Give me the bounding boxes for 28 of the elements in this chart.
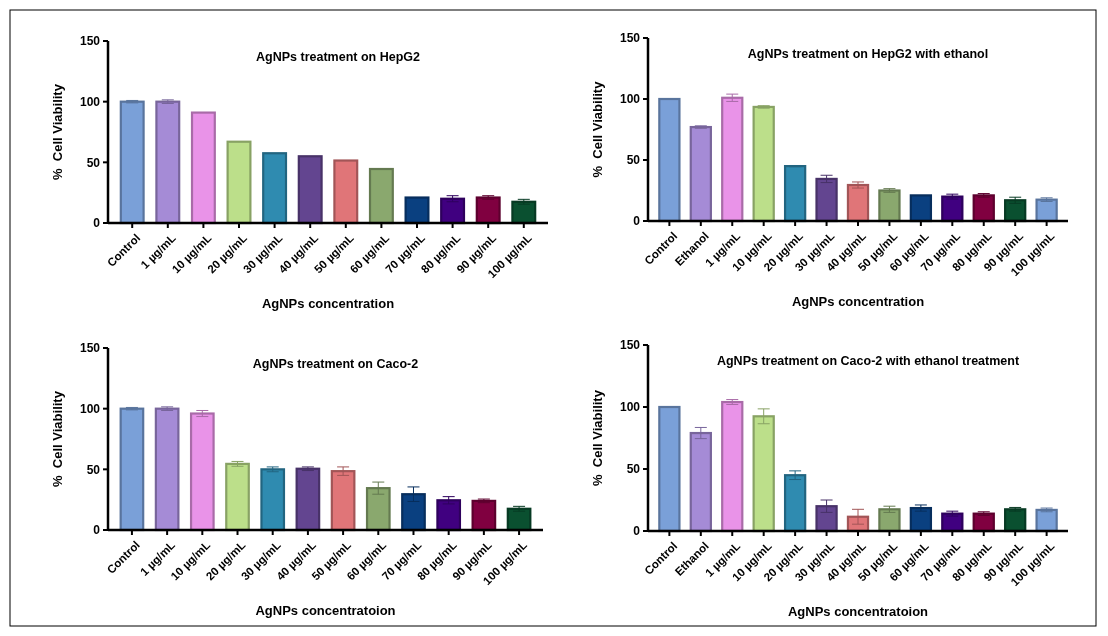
y-tick-label: 150	[79, 341, 101, 356]
y-axis-title: % Cell Viability	[590, 389, 605, 486]
y-tick-label: 100	[79, 94, 101, 109]
text: AgNPs treatment on Caco-2 with ethanol treatment	[716, 354, 1020, 368]
y-tick-label: 150	[619, 338, 641, 353]
text: AgNPs treatment on HepG2	[256, 50, 420, 64]
x-axis-title: AgNPs concentratoion	[255, 603, 396, 618]
x-axis-title: AgNPs concentration	[791, 294, 925, 309]
y-tick-label: 0	[93, 216, 101, 231]
y-tick-label: 100	[79, 401, 101, 416]
y-tick-label: 50	[86, 462, 101, 477]
x-axis-title: AgNPs concentration	[261, 296, 395, 311]
y-tick-label: 50	[626, 462, 641, 477]
y-tick-label: 0	[93, 523, 101, 538]
text: AgNPs treatment on HepG2 with ethanol	[747, 47, 989, 61]
y-axis-title: % Cell Viability	[50, 83, 65, 180]
y-tick-label: 50	[86, 155, 101, 170]
text: AgNPs treatment on Caco-2	[252, 357, 419, 371]
y-tick-label: 0	[633, 524, 641, 539]
x-axis-title: AgNPs concentratoion	[787, 604, 929, 619]
y-tick-label: 0	[633, 214, 641, 229]
y-axis-title: % Cell Viability	[590, 80, 605, 178]
y-tick-label: 50	[626, 153, 641, 168]
y-tick-label: 100	[619, 92, 641, 107]
y-tick-label: 100	[619, 400, 641, 415]
y-axis-title: % Cell Viability	[50, 390, 65, 487]
y-tick-label: 150	[79, 34, 101, 49]
y-tick-label: 150	[619, 31, 641, 46]
